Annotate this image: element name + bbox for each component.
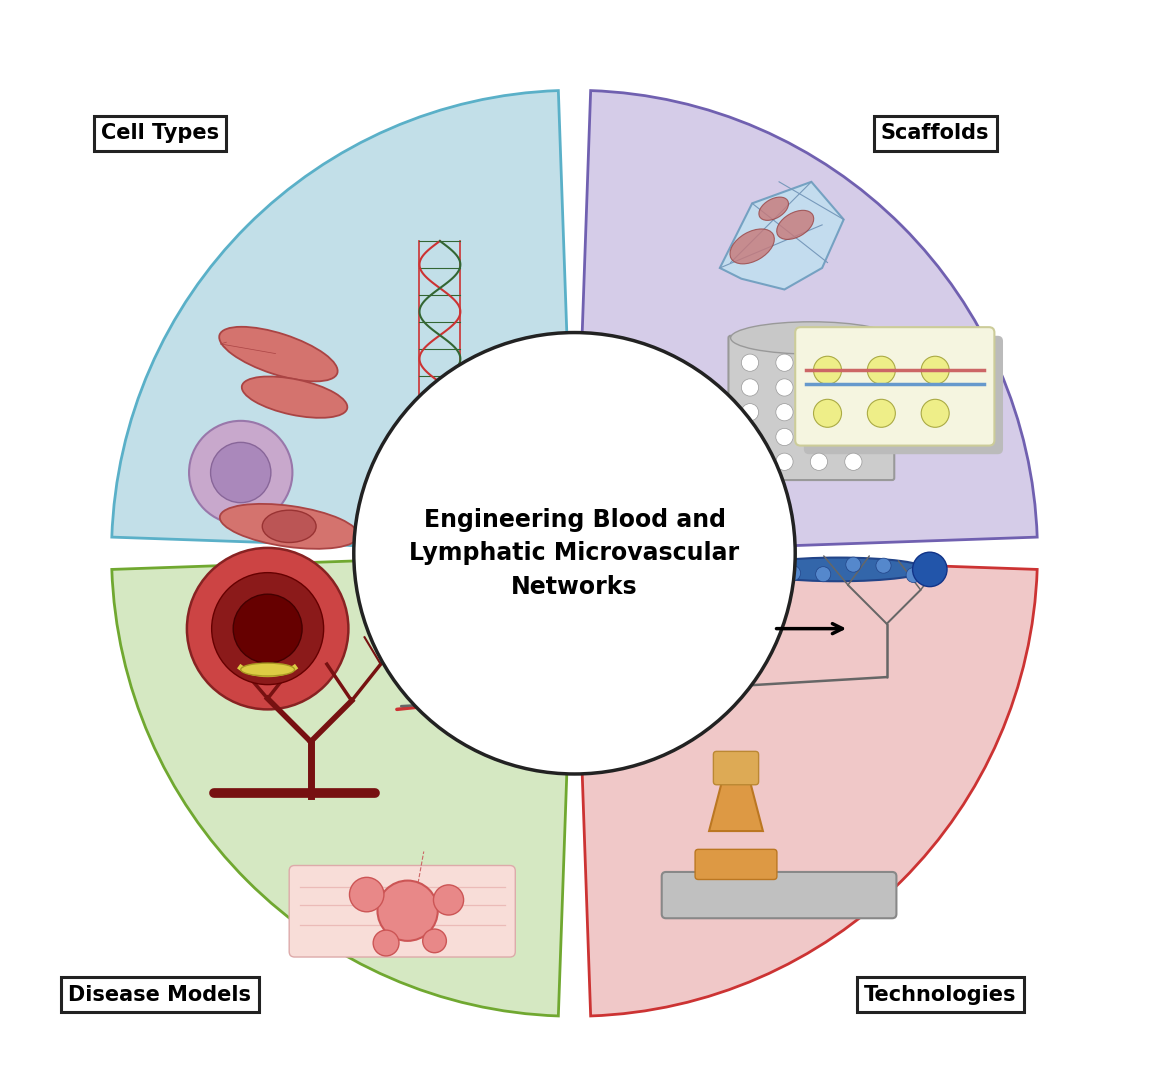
FancyBboxPatch shape [795, 328, 994, 446]
FancyBboxPatch shape [695, 850, 777, 880]
Ellipse shape [241, 663, 294, 676]
Circle shape [816, 566, 831, 582]
Circle shape [845, 354, 862, 371]
Ellipse shape [749, 558, 927, 582]
Ellipse shape [262, 510, 316, 542]
Circle shape [433, 885, 463, 915]
FancyBboxPatch shape [728, 335, 894, 480]
Ellipse shape [409, 421, 471, 437]
Text: Technologies: Technologies [864, 985, 1017, 1005]
Circle shape [741, 354, 758, 371]
Ellipse shape [219, 327, 338, 381]
Circle shape [921, 356, 949, 384]
Circle shape [755, 557, 771, 572]
Circle shape [776, 354, 793, 371]
Ellipse shape [758, 197, 788, 220]
Circle shape [912, 552, 947, 587]
Circle shape [867, 356, 895, 384]
Circle shape [810, 429, 827, 446]
Ellipse shape [219, 503, 358, 549]
Circle shape [423, 929, 446, 953]
Circle shape [921, 399, 949, 427]
Circle shape [867, 399, 895, 427]
FancyBboxPatch shape [662, 872, 896, 918]
Ellipse shape [777, 210, 813, 240]
Circle shape [845, 379, 862, 396]
Polygon shape [720, 182, 843, 290]
Circle shape [813, 399, 841, 427]
Circle shape [741, 454, 758, 471]
Circle shape [354, 332, 795, 774]
Text: Engineering Blood and
Lymphatic Microvascular
Networks: Engineering Blood and Lymphatic Microvas… [409, 508, 740, 599]
FancyBboxPatch shape [804, 335, 1003, 455]
Polygon shape [709, 777, 763, 831]
Circle shape [810, 404, 827, 421]
Text: Cell Types: Cell Types [101, 124, 219, 143]
Circle shape [378, 881, 438, 941]
Ellipse shape [731, 322, 892, 354]
Circle shape [845, 404, 862, 421]
FancyBboxPatch shape [714, 752, 758, 784]
Circle shape [845, 429, 862, 446]
Circle shape [813, 356, 841, 384]
Circle shape [845, 454, 862, 471]
Ellipse shape [241, 376, 347, 418]
Text: Disease Models: Disease Models [69, 985, 252, 1005]
Circle shape [810, 379, 827, 396]
Circle shape [907, 567, 921, 583]
Ellipse shape [730, 229, 774, 264]
Circle shape [741, 379, 758, 396]
Circle shape [776, 379, 793, 396]
Circle shape [211, 573, 324, 685]
Circle shape [776, 429, 793, 446]
Wedge shape [574, 90, 1038, 553]
Circle shape [349, 878, 384, 911]
Circle shape [776, 404, 793, 421]
Circle shape [810, 454, 827, 471]
Circle shape [786, 565, 801, 580]
Circle shape [810, 354, 827, 371]
Circle shape [846, 557, 861, 572]
Wedge shape [111, 553, 574, 1016]
Circle shape [741, 429, 758, 446]
Wedge shape [111, 90, 574, 553]
Circle shape [233, 595, 302, 663]
Circle shape [741, 404, 758, 421]
Circle shape [373, 930, 399, 956]
Circle shape [876, 558, 890, 573]
FancyBboxPatch shape [290, 866, 515, 957]
Circle shape [187, 548, 348, 710]
Circle shape [776, 454, 793, 471]
Text: Scaffolds: Scaffolds [881, 124, 989, 143]
Circle shape [730, 552, 764, 587]
Wedge shape [574, 553, 1038, 1016]
Circle shape [190, 421, 292, 524]
Circle shape [210, 443, 271, 502]
